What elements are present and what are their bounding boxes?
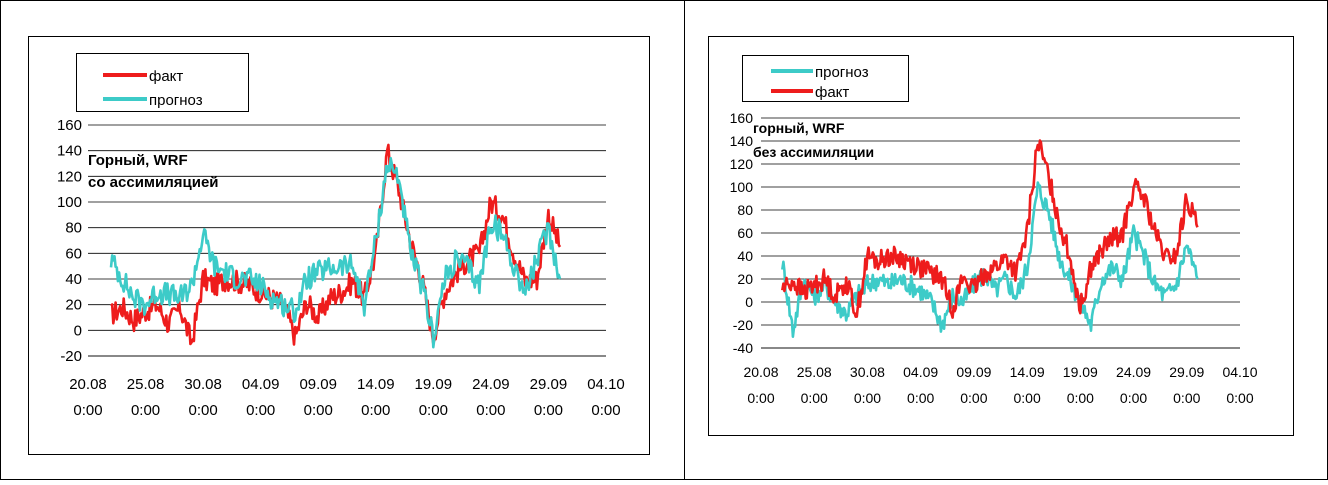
x-tick-label-time: 0:00 (1226, 390, 1253, 406)
x-tick-label-time: 0:00 (1013, 390, 1040, 406)
x-tick-label-time: 0:00 (476, 402, 505, 419)
x-tick-label-time: 0:00 (801, 390, 828, 406)
y-tick-label: 140 (730, 133, 754, 149)
chart-1-legend-label-fact: факт (149, 68, 183, 85)
x-tick-label-time: 0:00 (73, 402, 102, 419)
y-tick-label: 160 (730, 110, 754, 126)
series-line-fact (781, 139, 1199, 319)
x-tick-label-date: 14.09 (357, 376, 395, 393)
x-tick-label-date: 30.08 (850, 364, 885, 380)
y-tick-label: 0 (74, 322, 82, 339)
chart-panel-1: -20 0 20 40 60 80 100 120 140 160 20.08 0:00 25.08 0… (28, 36, 650, 455)
chart-2-x-tick-labels: 20.08 0:00 25.08 0:00 30.08 0:00 04.09 0:00 09.0… (743, 364, 1257, 406)
y-tick-label: 20 (737, 271, 753, 287)
x-tick-label-time: 0:00 (591, 402, 620, 419)
chart-2-title: горный, WRF (753, 120, 845, 136)
x-tick-label-date: 24.09 (1116, 364, 1151, 380)
chart-2-y-tick-labels: -40 -20 0 20 40 60 80 100 120 140 160 (730, 110, 754, 356)
chart-2-legend: прогноз факт (742, 55, 909, 102)
chart-1-title: Горный, WRF (88, 152, 188, 169)
y-tick-label: 80 (737, 202, 753, 218)
chart-2-legend-box (742, 55, 909, 102)
x-tick-label-date: 09.09 (956, 364, 991, 380)
y-tick-label: 120 (730, 156, 754, 172)
x-tick-label-date: 29.09 (530, 376, 568, 393)
chart-1-x-tick-labels: 20.08 0:00 25.08 0:00 30.08 0:00 04.09 0:00 09.0… (69, 376, 625, 419)
chart-2-legend-label-fact: факт (815, 84, 849, 101)
x-tick-label-time: 0:00 (189, 402, 218, 419)
x-tick-label-time: 0:00 (854, 390, 881, 406)
x-tick-label-date: 04.09 (903, 364, 938, 380)
x-tick-label-date: 19.09 (1063, 364, 1098, 380)
x-tick-label-time: 0:00 (304, 402, 333, 419)
x-tick-label-time: 0:00 (1067, 390, 1094, 406)
x-tick-label-time: 0:00 (1173, 390, 1200, 406)
chart-1-legend-label-forecast: прогноз (149, 92, 203, 109)
y-tick-label: -20 (60, 348, 82, 365)
chart-1-legend-box (76, 53, 249, 112)
chart-1-subtitle: со ассимиляцией (88, 174, 219, 191)
x-tick-label-date: 25.08 (127, 376, 165, 393)
x-tick-label-date: 29.09 (1169, 364, 1204, 380)
x-tick-label-time: 0:00 (246, 402, 275, 419)
y-tick-label: -40 (733, 340, 753, 356)
series-line-fact (110, 143, 562, 346)
x-tick-label-date: 14.09 (1010, 364, 1045, 380)
x-tick-label-time: 0:00 (419, 402, 448, 419)
x-tick-label-time: 0:00 (907, 390, 934, 406)
x-tick-label-time: 0:00 (131, 402, 160, 419)
x-tick-label-time: 0:00 (747, 390, 774, 406)
y-tick-label: 40 (65, 271, 82, 288)
chart-2-series (781, 139, 1199, 338)
chart-2-frame (708, 36, 1294, 436)
chart-1-y-tick-labels: -20 0 20 40 60 80 100 120 140 160 (57, 117, 82, 365)
chart-1-gridlines (88, 124, 606, 357)
chart-panel-2: -40 -20 0 20 40 60 80 100 120 140 160 20.08 0:00 25.… (708, 36, 1294, 436)
y-tick-label: 0 (745, 294, 753, 310)
y-tick-label: 140 (57, 143, 82, 160)
x-tick-label-date: 24.09 (472, 376, 510, 393)
x-tick-label-date: 30.08 (184, 376, 222, 393)
chart-2-subtitle: без ассимиляции (753, 144, 874, 160)
y-tick-label: 100 (57, 194, 82, 211)
x-tick-label-date: 04.10 (1222, 364, 1257, 380)
x-tick-label-time: 0:00 (960, 390, 987, 406)
chart-1-frame (28, 36, 650, 455)
y-tick-label: 160 (57, 117, 82, 134)
x-tick-label-time: 0:00 (361, 402, 390, 419)
chart-2-legend-label-forecast: прогноз (815, 64, 869, 81)
y-tick-label: 80 (65, 220, 82, 237)
x-tick-label-date: 19.09 (415, 376, 453, 393)
y-tick-label: 60 (65, 245, 82, 262)
y-tick-label: 20 (65, 297, 82, 314)
series-line-forecast (109, 156, 562, 349)
x-tick-label-date: 09.09 (299, 376, 337, 393)
x-tick-label-date: 25.08 (797, 364, 832, 380)
chart-1-series (109, 143, 562, 349)
chart-1-legend: факт прогноз (76, 53, 249, 112)
x-tick-label-date: 04.10 (587, 376, 625, 393)
series-line-forecast (781, 181, 1199, 338)
x-tick-label-date: 20.08 (69, 376, 107, 393)
y-tick-label: -20 (733, 317, 753, 333)
y-tick-label: 120 (57, 168, 82, 185)
x-tick-label-date: 04.09 (242, 376, 280, 393)
x-tick-label-date: 20.08 (743, 364, 778, 380)
x-tick-label-time: 0:00 (1120, 390, 1147, 406)
y-tick-label: 100 (730, 179, 754, 195)
y-tick-label: 40 (737, 248, 753, 264)
y-tick-label: 60 (737, 225, 753, 241)
x-tick-label-time: 0:00 (534, 402, 563, 419)
